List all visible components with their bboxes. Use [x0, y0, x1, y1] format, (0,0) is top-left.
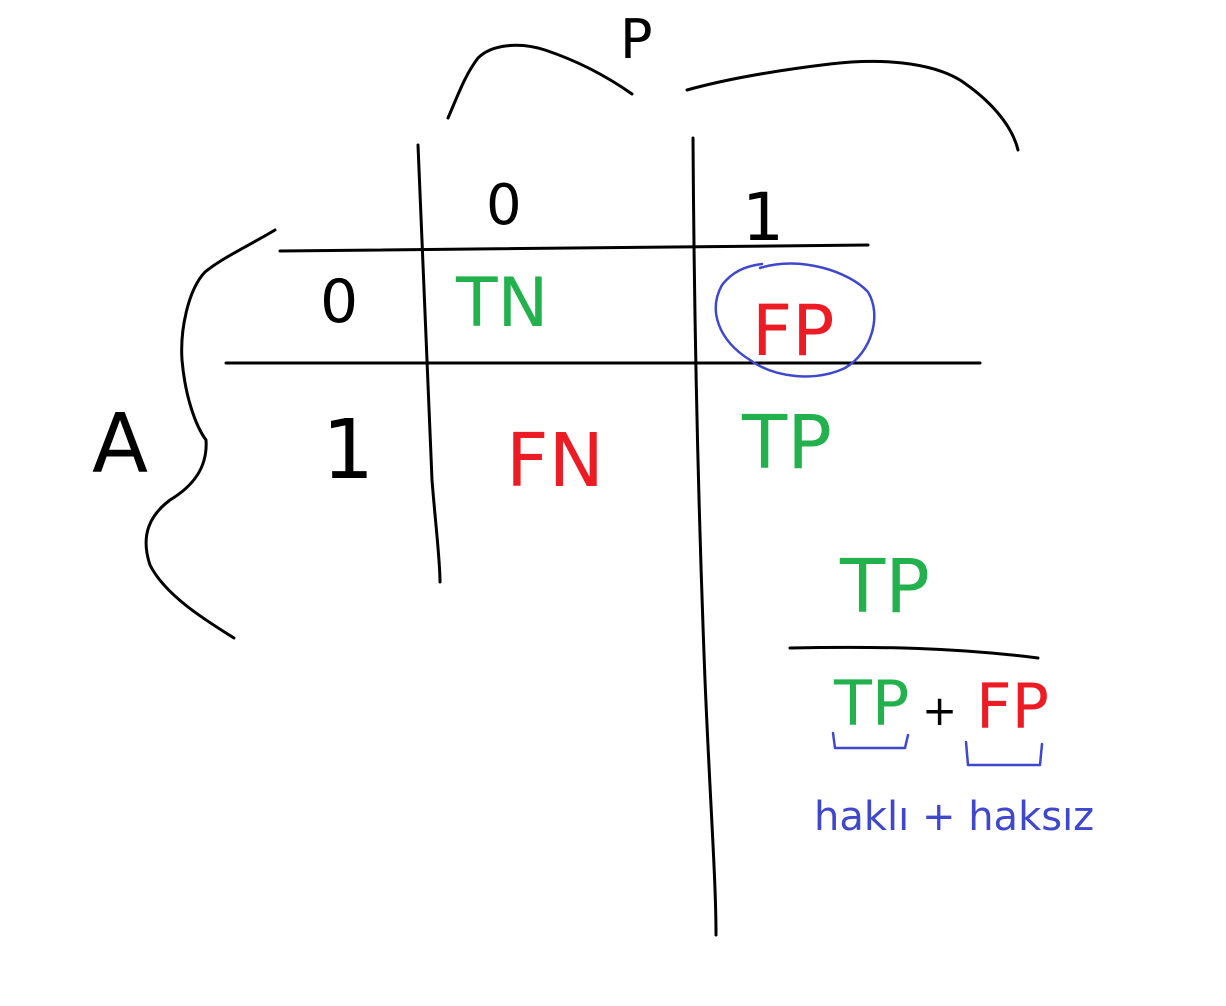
formula-plus-sign: + — [922, 686, 957, 735]
formula-fraction-bar — [788, 645, 1040, 660]
formula-denominator-fp: FP — [976, 670, 1049, 743]
formula-numerator: TP — [839, 544, 930, 630]
actual-axis-label: A — [92, 397, 148, 492]
cell-false-negative: FN — [506, 418, 604, 504]
cell-true-positive: TP — [741, 400, 832, 486]
cell-false-positive: FP — [752, 290, 834, 372]
fp-highlight-circle — [714, 262, 876, 378]
tp-underbrace — [831, 731, 910, 750]
predicted-class-1-label: 1 — [742, 179, 784, 256]
fp-underbrace — [964, 740, 1044, 767]
predicted-class-0-label: 0 — [486, 173, 522, 238]
grid-horizontal-top — [278, 243, 870, 253]
grid-vertical-left — [416, 143, 442, 584]
cell-true-negative: TN — [455, 264, 548, 343]
predicted-axis-label: P — [620, 8, 653, 71]
predicted-axis-brace — [446, 43, 1020, 152]
formula-annotation: haklı + haksız — [814, 794, 1094, 840]
actual-class-0-label: 0 — [320, 267, 358, 337]
actual-axis-brace — [144, 228, 277, 640]
formula-denominator-tp: TP — [833, 667, 909, 740]
actual-class-1-label: 1 — [322, 403, 374, 498]
grid-vertical-right — [691, 136, 718, 937]
